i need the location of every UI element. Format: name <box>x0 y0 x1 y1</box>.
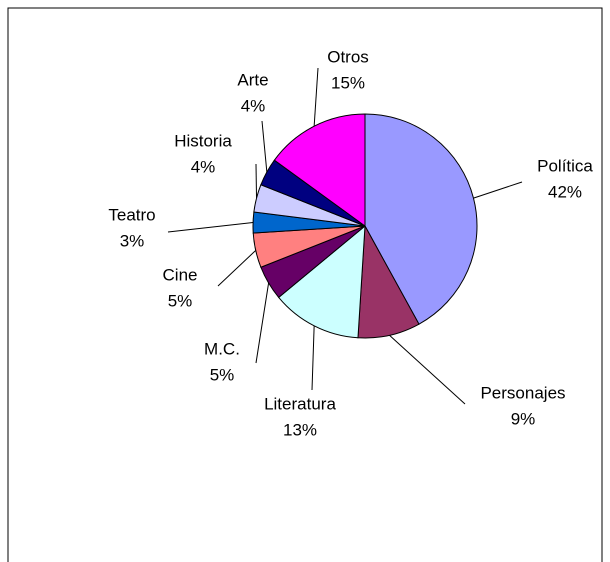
leader-line <box>311 325 315 391</box>
leader-line <box>217 250 257 287</box>
slice-label: Otros <box>327 47 369 66</box>
slice-value-label: 9% <box>511 409 536 428</box>
slice-label: Política <box>537 156 593 175</box>
slice-label: Cine <box>163 265 198 284</box>
slice-value-label: 4% <box>191 157 216 176</box>
slice-value-label: 3% <box>120 231 145 250</box>
leader-line <box>473 181 523 199</box>
slice-value-label: 5% <box>210 365 235 384</box>
leader-line <box>389 334 466 405</box>
pie-slice <box>277 224 366 339</box>
slice-value-label: 15% <box>331 73 365 92</box>
slice-label: Teatro <box>108 205 155 224</box>
leader-line <box>167 221 254 233</box>
slice-label: Literatura <box>264 394 336 413</box>
slice-label: M.C. <box>204 339 240 358</box>
slice-label: Personajes <box>480 383 565 402</box>
leader-line <box>255 282 270 364</box>
chart-frame <box>7 7 603 562</box>
slice-label: Arte <box>237 70 268 89</box>
slice-value-label: 13% <box>283 420 317 439</box>
leader-line <box>261 120 268 173</box>
leader-line <box>255 163 258 199</box>
slice-value-label: 5% <box>168 291 193 310</box>
leader-line <box>313 67 319 127</box>
pie-slice <box>364 113 478 325</box>
slice-value-label: 42% <box>548 182 582 201</box>
slice-label: Historia <box>174 131 232 150</box>
slice-value-label: 4% <box>241 96 266 115</box>
